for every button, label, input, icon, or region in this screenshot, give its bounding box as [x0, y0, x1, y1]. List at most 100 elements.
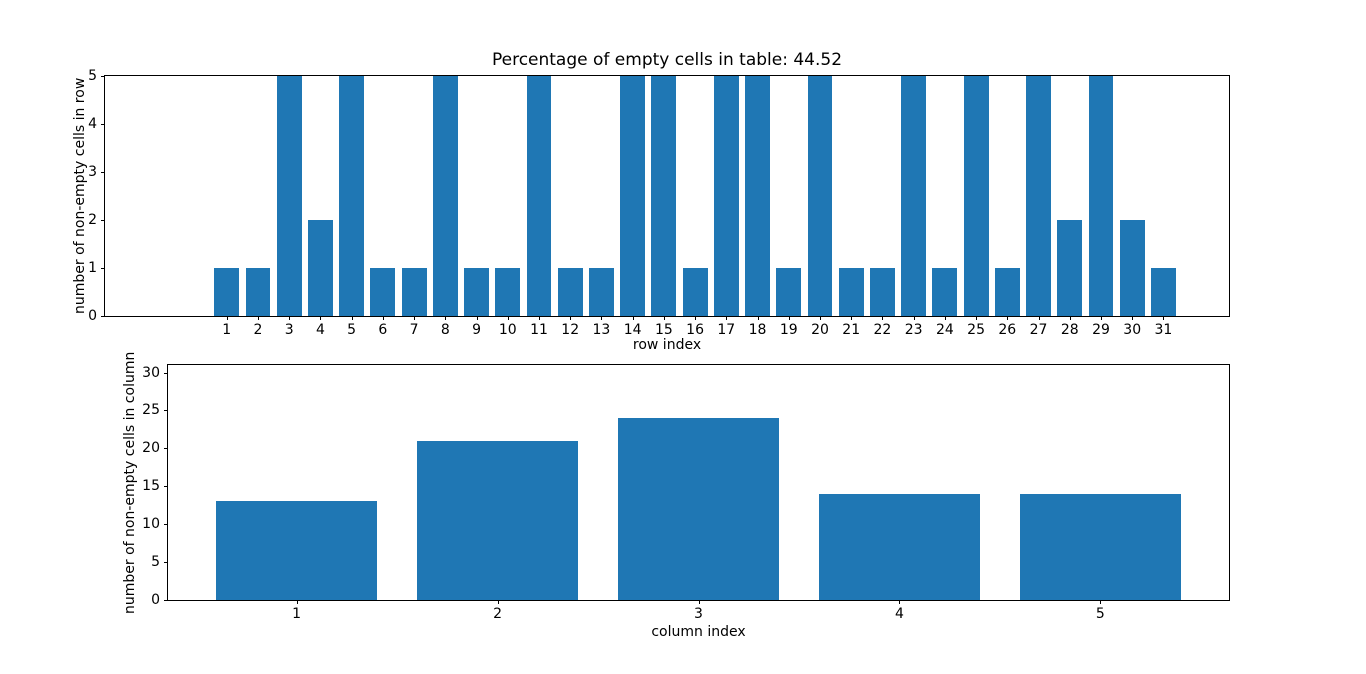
bar-row-17 — [713, 76, 739, 316]
row-x-tick-mark — [226, 316, 228, 320]
row-x-tick-label: 8 — [440, 322, 450, 338]
row-x-tick-label: 11 — [530, 322, 548, 338]
bar-column-2 — [417, 440, 578, 600]
row-x-tick-label: 31 — [1154, 322, 1173, 338]
row-y-tick-label: 3 — [88, 164, 97, 180]
row-x-tick-label: 16 — [686, 322, 704, 338]
column-y-tick-mark — [164, 410, 168, 412]
bar-row-24 — [932, 268, 958, 316]
row-x-tick-label: 17 — [717, 322, 736, 338]
row-y-tick-mark — [101, 268, 105, 269]
bar-row-2 — [245, 268, 271, 316]
row-x-tick-label: 27 — [1029, 322, 1048, 338]
row-y-tick-mark — [101, 124, 105, 125]
bar-row-26 — [994, 268, 1020, 316]
bar-row-23 — [901, 76, 927, 316]
column-chart-plot-area — [167, 364, 1230, 601]
row-x-tick-mark — [788, 316, 790, 320]
bar-row-6 — [370, 268, 396, 316]
row-x-tick-label: 26 — [998, 322, 1017, 338]
row-chart-y-axis-label: number of non-empty cells in row — [72, 77, 88, 315]
bar-row-8 — [432, 76, 458, 316]
row-x-tick-label: 1 — [222, 322, 232, 338]
bar-row-30 — [1119, 220, 1145, 316]
row-x-tick-label: 12 — [561, 322, 580, 338]
column-x-tick-label: 2 — [493, 606, 502, 622]
column-x-tick-label: 5 — [1095, 606, 1105, 622]
bar-column-1 — [216, 501, 377, 600]
row-x-tick-mark — [1132, 316, 1134, 320]
bar-row-15 — [651, 76, 677, 316]
row-x-tick-label: 4 — [315, 322, 325, 338]
bar-row-31 — [1150, 268, 1176, 316]
row-x-tick-label: 14 — [623, 322, 642, 338]
column-y-tick-label: 30 — [142, 364, 160, 381]
row-y-tick-label: 2 — [88, 212, 97, 228]
bar-row-27 — [1026, 76, 1052, 316]
row-x-tick-label: 2 — [253, 322, 263, 338]
column-y-tick-label: 5 — [151, 554, 160, 571]
row-x-tick-mark — [976, 316, 978, 320]
row-x-tick-mark — [414, 316, 416, 320]
bar-row-22 — [869, 268, 895, 316]
row-x-tick-mark — [726, 316, 728, 320]
row-x-tick-mark — [351, 316, 353, 320]
bar-row-1 — [214, 268, 240, 316]
row-x-tick-mark — [1069, 316, 1071, 320]
column-y-tick-label: 0 — [151, 592, 160, 608]
column-x-tick-mark — [1100, 600, 1102, 604]
row-chart-x-axis-label: row index — [632, 337, 702, 353]
row-x-tick-mark — [882, 316, 884, 320]
column-x-tick-mark — [899, 600, 901, 604]
row-x-tick-label: 28 — [1060, 322, 1079, 338]
column-y-tick-label: 15 — [142, 478, 160, 495]
row-x-tick-label: 29 — [1092, 322, 1110, 338]
row-y-tick-mark — [101, 220, 105, 221]
bar-column-3 — [618, 418, 779, 600]
bar-row-21 — [838, 268, 864, 316]
row-x-tick-mark — [944, 316, 946, 320]
row-x-tick-mark — [1007, 316, 1009, 320]
row-x-tick-mark — [1163, 316, 1165, 320]
bar-row-4 — [307, 220, 333, 316]
row-x-tick-mark — [757, 316, 759, 320]
row-x-tick-label: 22 — [873, 322, 892, 338]
row-x-tick-label: 5 — [347, 322, 357, 338]
row-x-tick-mark — [1100, 316, 1102, 320]
column-y-tick-mark — [164, 486, 168, 488]
chart-title: Percentage of empty cells in table: 44.5… — [491, 50, 843, 70]
row-x-tick-mark — [663, 316, 665, 320]
column-y-tick-mark — [164, 448, 168, 450]
row-chart-plot-area — [104, 75, 1230, 317]
row-x-tick-mark — [570, 316, 572, 320]
bar-row-5 — [339, 76, 365, 316]
column-chart-x-axis-label: column index — [651, 624, 746, 640]
column-y-tick-mark — [164, 372, 168, 374]
column-x-tick-mark — [296, 600, 298, 604]
row-x-tick-mark — [382, 316, 384, 320]
row-y-tick-label: 0 — [88, 308, 97, 324]
bar-row-3 — [276, 76, 302, 316]
row-x-tick-mark — [538, 316, 540, 320]
row-x-tick-label: 30 — [1123, 322, 1142, 338]
bar-row-14 — [620, 76, 646, 316]
bar-row-13 — [588, 268, 614, 316]
row-y-tick-label: 4 — [88, 116, 97, 132]
row-x-tick-mark — [601, 316, 603, 320]
row-x-tick-mark — [507, 316, 509, 320]
bar-row-28 — [1057, 220, 1083, 316]
bar-row-16 — [682, 268, 708, 316]
bar-row-7 — [401, 268, 427, 316]
bar-column-5 — [1020, 493, 1181, 600]
row-x-tick-label: 21 — [842, 322, 861, 338]
bar-row-20 — [807, 76, 833, 316]
row-x-tick-label: 25 — [967, 322, 985, 338]
row-x-tick-mark — [445, 316, 447, 320]
column-y-tick-mark — [164, 524, 168, 526]
bar-row-11 — [526, 76, 552, 316]
row-x-tick-mark — [476, 316, 478, 320]
column-y-tick-label: 10 — [142, 516, 160, 533]
row-x-tick-mark — [819, 316, 821, 320]
row-x-tick-label: 20 — [811, 322, 829, 338]
